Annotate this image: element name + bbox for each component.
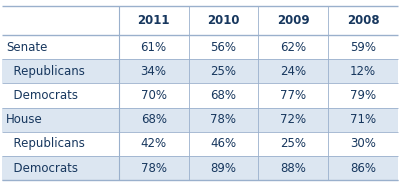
Text: 89%: 89% (210, 162, 236, 174)
Text: 77%: 77% (280, 89, 306, 102)
Text: 78%: 78% (141, 162, 167, 174)
Text: 46%: 46% (210, 137, 236, 150)
Text: 70%: 70% (141, 89, 167, 102)
Bar (2, 156, 398, 180)
Bar (2, 35, 398, 59)
Text: 72%: 72% (280, 113, 306, 126)
Text: 30%: 30% (350, 137, 376, 150)
Text: 59%: 59% (350, 41, 376, 53)
Bar (2, 59, 398, 83)
Text: 24%: 24% (280, 65, 306, 78)
Text: House: House (6, 113, 43, 126)
Bar (2, 83, 398, 108)
Text: 56%: 56% (210, 41, 236, 53)
Text: 78%: 78% (210, 113, 236, 126)
Text: 2010: 2010 (207, 14, 240, 27)
Text: 25%: 25% (280, 137, 306, 150)
Text: 71%: 71% (350, 113, 376, 126)
Text: 25%: 25% (210, 65, 236, 78)
Text: 42%: 42% (141, 137, 167, 150)
Text: Republicans: Republicans (6, 65, 85, 78)
Text: 2009: 2009 (277, 14, 309, 27)
Bar (2, 6, 398, 35)
Bar (2, 132, 398, 156)
Text: 79%: 79% (350, 89, 376, 102)
Text: 2008: 2008 (347, 14, 379, 27)
Text: 34%: 34% (141, 65, 167, 78)
Text: Democrats: Democrats (6, 89, 78, 102)
Bar (2, 108, 398, 132)
Text: 86%: 86% (350, 162, 376, 174)
Text: 12%: 12% (350, 65, 376, 78)
Text: 68%: 68% (141, 113, 167, 126)
Text: Senate: Senate (6, 41, 47, 53)
Text: 88%: 88% (280, 162, 306, 174)
Text: 61%: 61% (141, 41, 167, 53)
Text: 68%: 68% (210, 89, 236, 102)
Text: Democrats: Democrats (6, 162, 78, 174)
Text: 2011: 2011 (138, 14, 170, 27)
Text: 62%: 62% (280, 41, 306, 53)
Text: Republicans: Republicans (6, 137, 85, 150)
